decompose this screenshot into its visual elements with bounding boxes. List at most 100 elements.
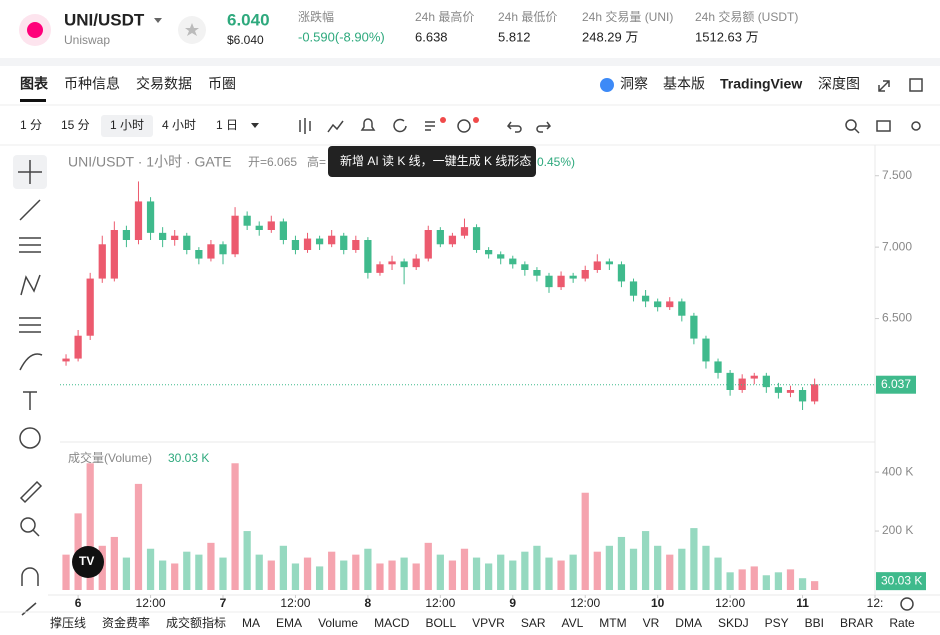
volume-bar <box>460 548 469 590</box>
drawing-tools[interactable] <box>18 160 43 616</box>
fullscreen-icon[interactable] <box>878 80 890 92</box>
indicator[interactable]: Volume <box>318 616 358 630</box>
x-tick-label: 12:00 <box>570 596 600 610</box>
indicator[interactable]: VR <box>643 616 660 630</box>
indicator[interactable]: 成交额指标 <box>166 615 226 630</box>
indicator[interactable]: SAR <box>521 616 546 630</box>
volume-bar <box>315 566 324 590</box>
candle-body <box>654 301 662 308</box>
indicator[interactable]: 撑压线 <box>50 615 86 630</box>
indicator[interactable]: MACD <box>374 616 410 630</box>
y-tick-label: 400 K <box>882 464 913 478</box>
view-option[interactable]: TradingView <box>720 76 802 92</box>
settings-icon[interactable] <box>900 597 914 611</box>
view-option[interactable]: 洞察 <box>620 76 648 92</box>
tab[interactable]: 图表 <box>20 76 49 92</box>
view-option[interactable]: 深度图 <box>818 76 860 92</box>
volume-bar <box>641 531 650 590</box>
indicator[interactable]: VPVR <box>472 616 505 630</box>
y-tick-label: 200 K <box>882 523 913 537</box>
volume-bar <box>485 563 493 590</box>
indicator[interactable]: PSY <box>765 616 789 630</box>
interval[interactable]: 15 分 <box>61 118 90 132</box>
candle-body <box>460 227 469 236</box>
tv-logo <box>72 546 104 578</box>
tab[interactable]: 交易数据 <box>136 76 192 92</box>
interval[interactable]: 1 分 <box>20 118 42 132</box>
x-tick-label: 6 <box>75 596 82 610</box>
volume-bar <box>557 560 565 590</box>
indicator[interactable]: DMA <box>675 616 702 630</box>
volume-bar <box>654 545 662 590</box>
view-option[interactable]: 基本版 <box>663 76 705 92</box>
symbol[interactable]: UNI/USDT <box>64 10 145 29</box>
interval-dropdown[interactable] <box>251 123 259 128</box>
indicator[interactable]: 资金费率 <box>102 615 150 630</box>
indicator[interactable]: BBI <box>805 616 824 630</box>
tab-underline <box>20 99 46 102</box>
candle-body <box>243 215 251 226</box>
candle-body <box>557 275 565 288</box>
price: 6.040 <box>227 10 270 29</box>
x-tick-label: 12:00 <box>136 596 166 610</box>
toolbar-icons[interactable] <box>299 118 921 134</box>
interval[interactable]: 1 小时 <box>110 118 144 132</box>
x-tick-label: 8 <box>365 596 372 610</box>
chart-title: UNI/USDT · 1小时 · GATE <box>68 154 232 170</box>
tv-logo-text: TV <box>79 554 94 568</box>
stat-value: 5.812 <box>498 29 531 44</box>
candle-body <box>702 338 710 362</box>
candle-body <box>110 230 118 279</box>
indicator[interactable]: BRAR <box>840 616 874 630</box>
tab[interactable]: 币圈 <box>208 76 236 92</box>
candle-body <box>436 230 444 245</box>
volume-bar <box>231 463 239 590</box>
interval[interactable]: 4 小时 <box>162 118 196 132</box>
volume-bar <box>702 545 710 590</box>
candle-body <box>86 278 94 336</box>
volume-bar <box>183 551 191 590</box>
volume-bar <box>811 581 819 590</box>
indicator[interactable]: MA <box>242 616 260 630</box>
candle-body <box>641 295 650 302</box>
candle-body <box>750 375 758 379</box>
y-tick-label: 7.000 <box>882 239 912 253</box>
indicator[interactable]: Rate <box>889 616 915 630</box>
candle-body <box>629 281 638 296</box>
symbol-dropdown[interactable] <box>154 18 162 23</box>
candle-body <box>509 258 517 265</box>
candle-body <box>255 225 263 230</box>
indicator[interactable]: AVL <box>562 616 584 630</box>
window-icon[interactable] <box>909 78 923 92</box>
indicator[interactable]: BOLL <box>425 616 456 630</box>
volume-bar <box>786 569 795 590</box>
volume-bar <box>569 554 577 590</box>
candle-body <box>352 240 360 250</box>
volume-bar <box>593 551 601 590</box>
indicator[interactable]: SKDJ <box>718 616 749 630</box>
volume-bar <box>472 557 481 590</box>
candle-body <box>279 221 287 240</box>
stat-value: 248.29 万 <box>582 29 638 44</box>
stat-label: 24h 最高价 <box>415 9 474 24</box>
volume-bar <box>436 554 444 590</box>
volume-bar <box>86 463 94 590</box>
candle-body <box>231 215 239 255</box>
volume-bar <box>352 554 360 590</box>
volume-bar <box>545 557 553 590</box>
volume-bar <box>533 545 541 590</box>
indicator[interactable]: EMA <box>276 616 302 630</box>
tab[interactable]: 币种信息 <box>64 76 120 92</box>
volume-bar <box>774 572 783 590</box>
volume-last: 30.03 K <box>168 451 209 465</box>
volume-bar <box>497 554 505 590</box>
candle-body <box>533 270 541 276</box>
candle-body <box>521 264 529 270</box>
volume-bar <box>110 536 118 590</box>
volume-bar <box>134 483 143 590</box>
candle-body <box>726 372 734 390</box>
indicator[interactable]: MTM <box>599 616 626 630</box>
candle-body <box>134 201 143 240</box>
interval[interactable]: 1 日 <box>216 118 238 132</box>
